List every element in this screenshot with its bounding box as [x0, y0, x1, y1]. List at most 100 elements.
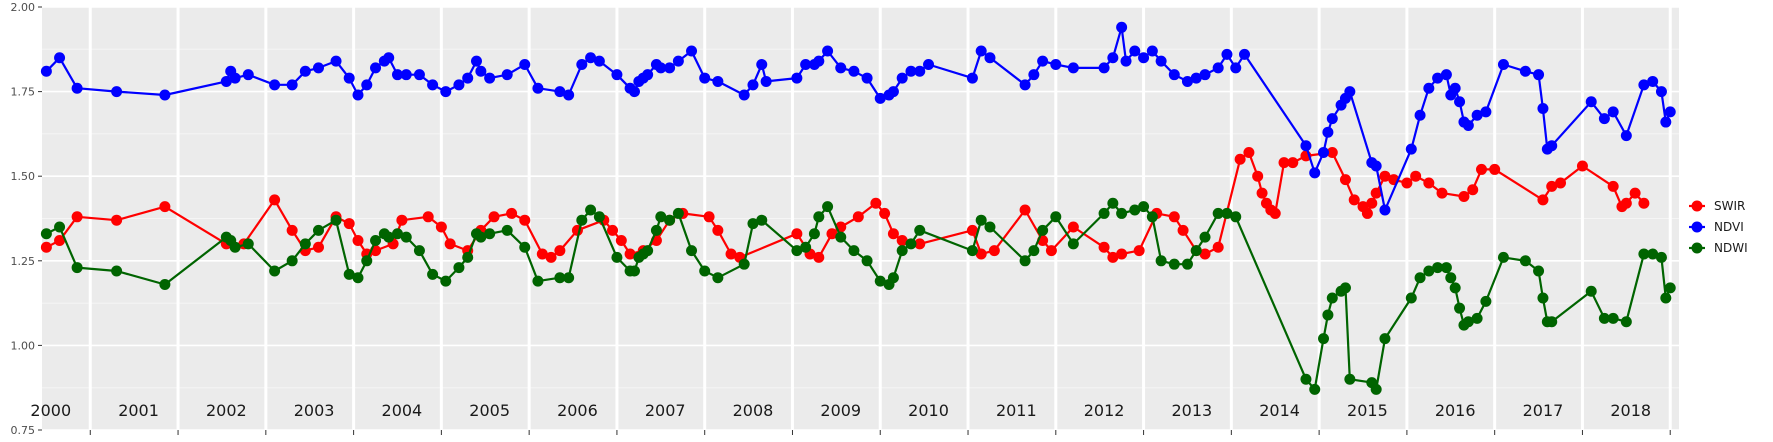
- data-point-ndvi: [400, 69, 412, 81]
- legend: SWIR NDVI NDWI: [1689, 199, 1748, 255]
- year-label: 2008: [733, 401, 774, 420]
- data-point-ndwi: [1497, 251, 1509, 263]
- data-point-ndvi: [1129, 45, 1141, 57]
- data-point-ndvi: [1585, 96, 1597, 108]
- data-point-swir: [1116, 248, 1128, 260]
- data-point-ndwi: [756, 214, 768, 226]
- data-point-ndwi: [554, 272, 566, 284]
- data-point-ndvi: [760, 75, 772, 87]
- data-point-swir: [1638, 197, 1650, 209]
- data-point-ndwi: [1533, 265, 1545, 277]
- data-point-ndwi: [672, 207, 684, 219]
- data-point-ndvi: [835, 62, 847, 74]
- data-point-ndwi: [1440, 262, 1452, 274]
- data-point-ndwi: [642, 245, 654, 257]
- data-point-ndwi: [1221, 207, 1233, 219]
- data-point-ndvi: [664, 62, 676, 74]
- data-point-ndwi: [1607, 312, 1619, 324]
- data-point-ndvi: [905, 65, 917, 77]
- data-point-ndwi: [1050, 211, 1062, 223]
- data-point-ndvi: [712, 75, 724, 87]
- data-point-ndvi: [532, 82, 544, 94]
- data-point-ndvi: [1454, 96, 1466, 108]
- data-point-swir: [488, 211, 500, 223]
- data-point-ndwi: [611, 251, 623, 263]
- data-point-ndvi: [813, 55, 825, 67]
- data-point-ndvi: [1138, 52, 1150, 64]
- data-point-swir: [422, 211, 434, 223]
- data-point-swir: [870, 197, 882, 209]
- data-point-ndwi: [1471, 312, 1483, 324]
- data-point-swir: [1212, 241, 1224, 253]
- data-point-ndvi: [361, 79, 373, 91]
- data-point-ndwi: [484, 228, 496, 240]
- data-point-ndvi: [1638, 79, 1650, 91]
- data-point-ndvi: [1432, 72, 1444, 84]
- data-point-ndvi: [791, 72, 803, 84]
- data-point-ndvi: [896, 72, 908, 84]
- data-point-ndvi: [453, 79, 465, 91]
- data-point-ndvi: [1067, 62, 1079, 74]
- data-point-swir: [1401, 177, 1413, 189]
- data-point-ndvi: [1607, 106, 1619, 118]
- data-point-ndvi: [40, 65, 52, 77]
- data-point-ndvi: [1344, 86, 1356, 98]
- data-point-ndvi: [887, 86, 899, 98]
- data-point-ndwi: [501, 224, 513, 236]
- year-label: 2003: [294, 401, 335, 420]
- y-tick-label: 0.75: [11, 424, 36, 437]
- data-point-swir: [1045, 245, 1057, 257]
- data-point-ndvi: [642, 69, 654, 81]
- data-point-ndwi: [1019, 255, 1031, 267]
- year-label: 2007: [645, 401, 686, 420]
- data-point-swir: [725, 248, 737, 260]
- data-point-ndvi: [1546, 140, 1558, 152]
- data-point-ndwi: [1116, 207, 1128, 219]
- data-point-swir: [607, 224, 619, 236]
- data-point-swir: [1287, 157, 1299, 169]
- data-point-ndvi: [1655, 86, 1667, 98]
- data-point-ndvi: [427, 79, 439, 91]
- data-point-ndwi: [1445, 272, 1457, 284]
- data-point-ndwi: [1519, 255, 1531, 267]
- data-point-swir: [396, 214, 408, 226]
- y-tick-label: 1.75: [11, 86, 36, 99]
- data-point-swir: [54, 234, 66, 246]
- data-point-ndvi: [1155, 55, 1167, 67]
- data-point-ndwi: [712, 272, 724, 284]
- data-point-ndvi: [611, 69, 623, 81]
- data-point-ndwi: [1647, 248, 1659, 260]
- data-point-ndvi: [1050, 59, 1062, 71]
- data-point-swir: [1098, 241, 1110, 253]
- data-point-ndwi: [1129, 204, 1141, 216]
- data-point-ndwi: [576, 214, 588, 226]
- data-point-ndwi: [808, 228, 820, 240]
- data-point-ndvi: [1414, 109, 1426, 121]
- data-point-ndwi: [1146, 211, 1158, 223]
- data-point-ndwi: [440, 275, 452, 287]
- data-point-ndvi: [1230, 62, 1242, 74]
- data-point-ndvi: [484, 72, 496, 84]
- data-point-ndvi: [1497, 59, 1509, 71]
- data-point-ndvi: [554, 86, 566, 98]
- data-point-ndwi: [229, 241, 241, 253]
- legend-key-swir: [1691, 200, 1703, 212]
- data-point-ndwi: [984, 221, 996, 233]
- data-point-ndwi: [1138, 201, 1150, 213]
- data-point-ndvi: [1120, 55, 1132, 67]
- data-point-ndwi: [1462, 316, 1474, 328]
- data-point-swir: [975, 248, 987, 260]
- data-point-swir: [159, 201, 171, 213]
- data-point-ndvi: [1533, 69, 1545, 81]
- data-point-ndwi: [1432, 262, 1444, 274]
- data-point-ndwi: [1638, 248, 1650, 260]
- data-point-ndwi: [1199, 231, 1211, 243]
- data-point-swir: [444, 238, 456, 250]
- data-point-swir: [1379, 170, 1391, 182]
- data-point-ndwi: [352, 272, 364, 284]
- y-tick-label: 1.25: [11, 255, 36, 268]
- data-point-ndvi: [413, 69, 425, 81]
- data-point-ndvi: [1440, 69, 1452, 81]
- data-point-swir: [988, 245, 1000, 257]
- data-point-ndwi: [1379, 333, 1391, 345]
